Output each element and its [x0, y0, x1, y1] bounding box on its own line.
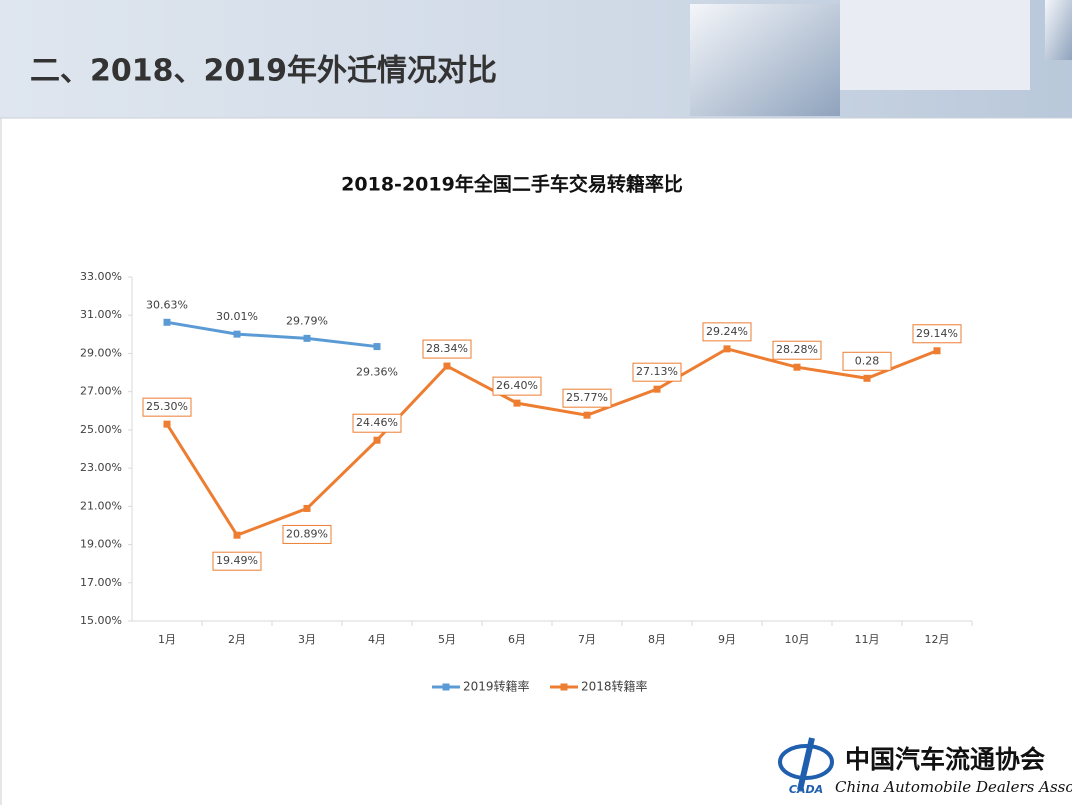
marker	[653, 385, 661, 393]
marker	[443, 362, 451, 370]
header-title: 二、2018、2019年外迁情况对比	[30, 54, 497, 89]
logo-name: 中国汽车流通协会	[845, 745, 1045, 774]
data-label: 30.01%	[216, 310, 258, 323]
series-line	[165, 347, 938, 538]
series-line	[166, 320, 378, 349]
marker	[163, 318, 171, 326]
x-tick-label: 11月	[855, 633, 880, 646]
data-label: 19.49%	[216, 554, 258, 567]
data-label-box	[632, 362, 682, 382]
x-tick-label: 4月	[368, 633, 386, 646]
logo-emblem	[797, 737, 815, 791]
y-tick-label: 31.00%	[80, 308, 122, 321]
x-tick-label: 1月	[158, 633, 176, 646]
data-label-box	[282, 524, 332, 544]
y-tick-label: 27.00%	[80, 385, 122, 398]
logo-abbr: CADA	[789, 783, 823, 796]
legend-marker	[442, 683, 450, 691]
data-label: 25.77%	[566, 391, 608, 404]
y-tick-label: 25.00%	[80, 423, 122, 436]
data-label: 0.28	[855, 354, 880, 367]
data-label: 26.40%	[496, 379, 538, 392]
data-label: 30.63%	[146, 298, 188, 311]
data-label: 27.13%	[636, 365, 678, 378]
marker	[233, 330, 241, 338]
marker	[723, 345, 731, 353]
x-tick-label: 7月	[578, 633, 596, 646]
data-label-box	[842, 351, 892, 371]
data-label-box	[422, 339, 472, 359]
decor-cube	[690, 4, 840, 116]
data-label: 25.30%	[146, 400, 188, 413]
data-label-box	[142, 397, 192, 417]
marker	[793, 363, 801, 371]
marker	[303, 504, 311, 512]
marker	[933, 347, 941, 355]
data-label-box	[912, 324, 962, 344]
x-tick-label: 10月	[785, 633, 810, 646]
data-label: 24.46%	[356, 416, 398, 429]
y-tick-label: 23.00%	[80, 461, 122, 474]
marker	[513, 399, 521, 407]
decor-cube	[1045, 0, 1072, 60]
data-label: 29.79%	[286, 314, 328, 327]
data-label-box	[772, 340, 822, 360]
marker	[303, 334, 311, 342]
data-label: 20.89%	[286, 527, 328, 540]
x-tick-label: 6月	[508, 633, 526, 646]
chart-title: 2018-2019年全国二手车交易转籍率比	[341, 173, 683, 196]
x-tick-label: 3月	[298, 633, 316, 646]
legend-label: 2019转籍率	[463, 679, 530, 694]
x-tick-label: 8月	[648, 633, 666, 646]
y-tick-label: 17.00%	[80, 576, 122, 589]
data-label-box	[562, 388, 612, 408]
y-tick-label: 33.00%	[80, 270, 122, 283]
data-label: 28.28%	[776, 343, 818, 356]
logo-emblem	[778, 744, 834, 780]
data-label-box	[352, 413, 402, 433]
marker	[373, 436, 381, 444]
x-tick-label: 12月	[925, 633, 950, 646]
data-label: 29.36%	[356, 366, 398, 379]
data-label-box	[702, 322, 752, 342]
x-tick-label: 9月	[718, 633, 736, 646]
y-tick-label: 29.00%	[80, 346, 122, 359]
data-label-box	[212, 551, 262, 571]
legend-marker	[560, 683, 568, 691]
x-tick-label: 2月	[228, 633, 246, 646]
data-label: 29.14%	[916, 327, 958, 340]
marker	[863, 374, 871, 382]
marker	[583, 411, 591, 419]
data-label: 28.34%	[426, 342, 468, 355]
data-label: 29.24%	[706, 325, 748, 338]
logo: CADA 中国汽车流通协会 China Automobile Dealers A…	[778, 737, 1072, 796]
y-tick-label: 15.00%	[80, 614, 122, 627]
marker	[373, 343, 381, 351]
decor-cube	[840, 0, 1030, 90]
marker	[163, 420, 171, 428]
marker	[233, 531, 241, 539]
y-tick-label: 19.00%	[80, 538, 122, 551]
logo-english: China Automobile Dealers Association	[835, 778, 1072, 796]
x-tick-label: 5月	[438, 633, 456, 646]
legend-label: 2018转籍率	[581, 679, 648, 694]
y-tick-label: 21.00%	[80, 499, 122, 512]
data-label-box	[492, 376, 542, 396]
